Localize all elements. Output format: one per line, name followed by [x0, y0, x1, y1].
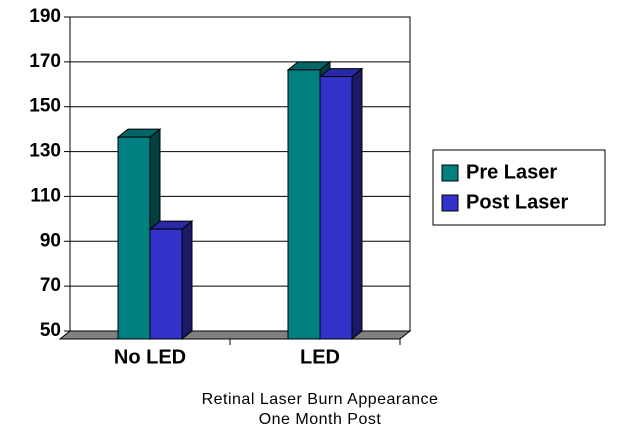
- x-axis-title: Retinal Laser Burn Appearance: [202, 391, 439, 408]
- y-tick-label: 50: [40, 320, 61, 341]
- y-tick-label: 190: [29, 6, 61, 27]
- x-axis-title: One Month Post: [259, 411, 382, 428]
- legend-label: Pre Laser: [466, 161, 557, 183]
- y-tick-label: 170: [29, 51, 61, 72]
- legend-swatch: [441, 194, 459, 212]
- bar: [287, 69, 321, 340]
- bar: [149, 228, 183, 340]
- y-tick-label: 130: [29, 141, 61, 162]
- bar-side: [181, 220, 193, 341]
- y-tick-label: 150: [29, 96, 61, 117]
- x-tick-label: No LED: [114, 346, 186, 368]
- legend-box: [432, 149, 606, 226]
- legend-swatch: [441, 164, 459, 182]
- x-tick-label: LED: [300, 346, 340, 368]
- y-tick-label: 70: [40, 275, 61, 296]
- y-tick-label: 110: [30, 185, 61, 206]
- bar: [117, 136, 151, 340]
- bar: [319, 76, 353, 340]
- y-tick-label: 90: [40, 230, 61, 251]
- bar-side: [351, 67, 363, 341]
- legend-label: Post Laser: [466, 191, 568, 213]
